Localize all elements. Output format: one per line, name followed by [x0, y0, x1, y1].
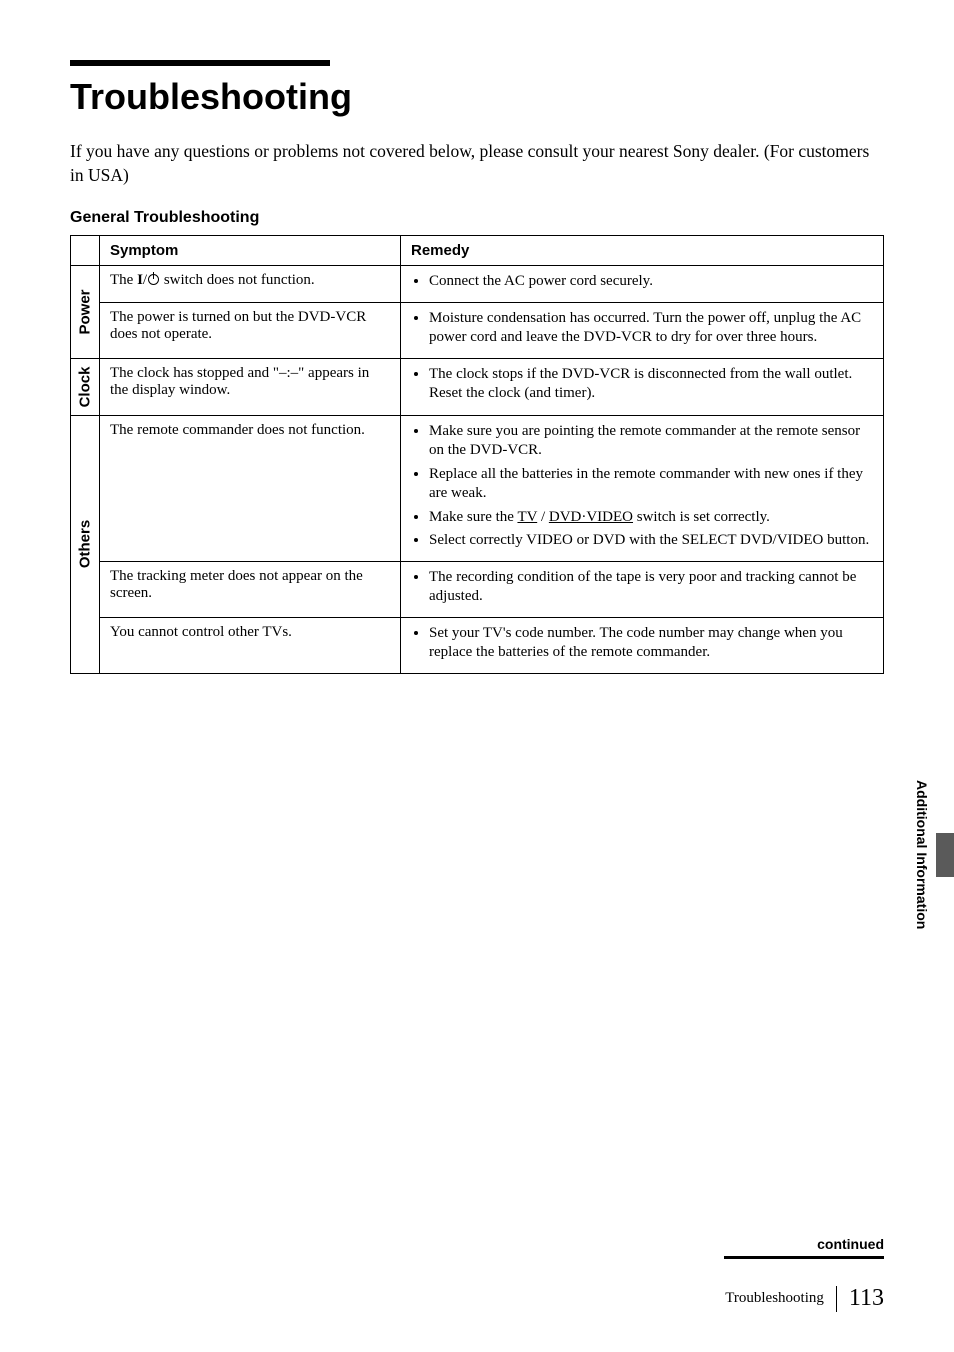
remedy-cell: Make sure you are pointing the remote co…: [401, 415, 884, 561]
page-footer: continued Troubleshooting 113: [70, 1236, 884, 1312]
symptom-cell: The tracking meter does not appear on th…: [100, 561, 401, 617]
category-label: Power: [77, 289, 94, 334]
remedy-list: Connect the AC power cord securely.: [411, 272, 873, 292]
remedy-list: The clock stops if the DVD-VCR is discon…: [411, 365, 873, 404]
remedy-cell: The clock stops if the DVD-VCR is discon…: [401, 358, 884, 415]
remedy-cell: Connect the AC power cord securely.: [401, 266, 884, 303]
remedy-item: Make sure the TV / DVD·VIDEO switch is s…: [429, 508, 873, 528]
remedy-cell: The recording condition of the tape is v…: [401, 561, 884, 617]
page-title: Troubleshooting: [70, 76, 884, 118]
category-label: Others: [77, 520, 94, 568]
remedy-underline: DVD·VIDEO: [549, 509, 633, 525]
power-icon: [148, 273, 159, 285]
symptom-cell: The power is turned on but the DVD-VCR d…: [100, 302, 401, 358]
remedy-list: Set your TV's code number. The code numb…: [411, 624, 873, 663]
symptom-cell: The I/ switch does not function.: [100, 266, 401, 303]
remedy-item: The recording condition of the tape is v…: [429, 568, 873, 607]
remedy-item: Make sure you are pointing the remote co…: [429, 422, 873, 461]
table-header-row: Symptom Remedy: [71, 236, 884, 266]
remedy-mid: /: [537, 509, 549, 525]
category-label: Clock: [77, 366, 94, 407]
remedy-pre: Make sure the: [429, 509, 517, 525]
remedy-list: The recording condition of the tape is v…: [411, 568, 873, 607]
symptom-cell: The remote commander does not function.: [100, 415, 401, 561]
remedy-list: Make sure you are pointing the remote co…: [411, 422, 873, 551]
page-number: 113: [849, 1285, 884, 1312]
intro-paragraph: If you have any questions or problems no…: [70, 140, 884, 187]
continued-label: continued: [724, 1236, 884, 1259]
symptom-text-prefix: The: [110, 272, 137, 288]
side-tab-label: Additional Information: [914, 780, 930, 929]
category-power: Power: [71, 266, 100, 359]
remedy-item: Select correctly VIDEO or DVD with the S…: [429, 531, 873, 551]
category-clock: Clock: [71, 358, 100, 415]
table-row: Others The remote commander does not fun…: [71, 415, 884, 561]
remedy-item: Moisture condensation has occurred. Turn…: [429, 309, 873, 348]
side-tab: Additional Information: [914, 780, 954, 929]
footer-separator: [836, 1286, 837, 1312]
remedy-item: Replace all the batteries in the remote …: [429, 465, 873, 504]
remedy-cell: Set your TV's code number. The code numb…: [401, 617, 884, 673]
table-row: Power The I/ switch does not function. C…: [71, 266, 884, 303]
remedy-post: switch is set correctly.: [633, 509, 770, 525]
remedy-underline: TV: [517, 509, 537, 525]
page-foot-row: Troubleshooting 113: [70, 1285, 884, 1312]
symptom-text-mid: switch does not function.: [160, 272, 315, 288]
table-row: Clock The clock has stopped and "–:–" ap…: [71, 358, 884, 415]
section-subhead: General Troubleshooting: [70, 209, 884, 227]
side-tab-bar: [936, 833, 954, 877]
table-row: The tracking meter does not appear on th…: [71, 561, 884, 617]
footer-breadcrumb: Troubleshooting: [725, 1290, 824, 1307]
remedy-item: Connect the AC power cord securely.: [429, 272, 873, 292]
remedy-list: Moisture condensation has occurred. Turn…: [411, 309, 873, 348]
table-row: The power is turned on but the DVD-VCR d…: [71, 302, 884, 358]
remedy-item: The clock stops if the DVD-VCR is discon…: [429, 365, 873, 404]
table-row: You cannot control other TVs. Set your T…: [71, 617, 884, 673]
table-header-blank: [71, 236, 100, 266]
category-others: Others: [71, 415, 100, 673]
top-rule: [70, 60, 330, 66]
table-header-remedy: Remedy: [401, 236, 884, 266]
remedy-cell: Moisture condensation has occurred. Turn…: [401, 302, 884, 358]
troubleshooting-table: Symptom Remedy Power The I/ switch does …: [70, 235, 884, 674]
symptom-cell: The clock has stopped and "–:–" appears …: [100, 358, 401, 415]
symptom-cell: You cannot control other TVs.: [100, 617, 401, 673]
remedy-item: Set your TV's code number. The code numb…: [429, 624, 873, 663]
table-header-symptom: Symptom: [100, 236, 401, 266]
document-page: Troubleshooting If you have any question…: [0, 0, 954, 1352]
